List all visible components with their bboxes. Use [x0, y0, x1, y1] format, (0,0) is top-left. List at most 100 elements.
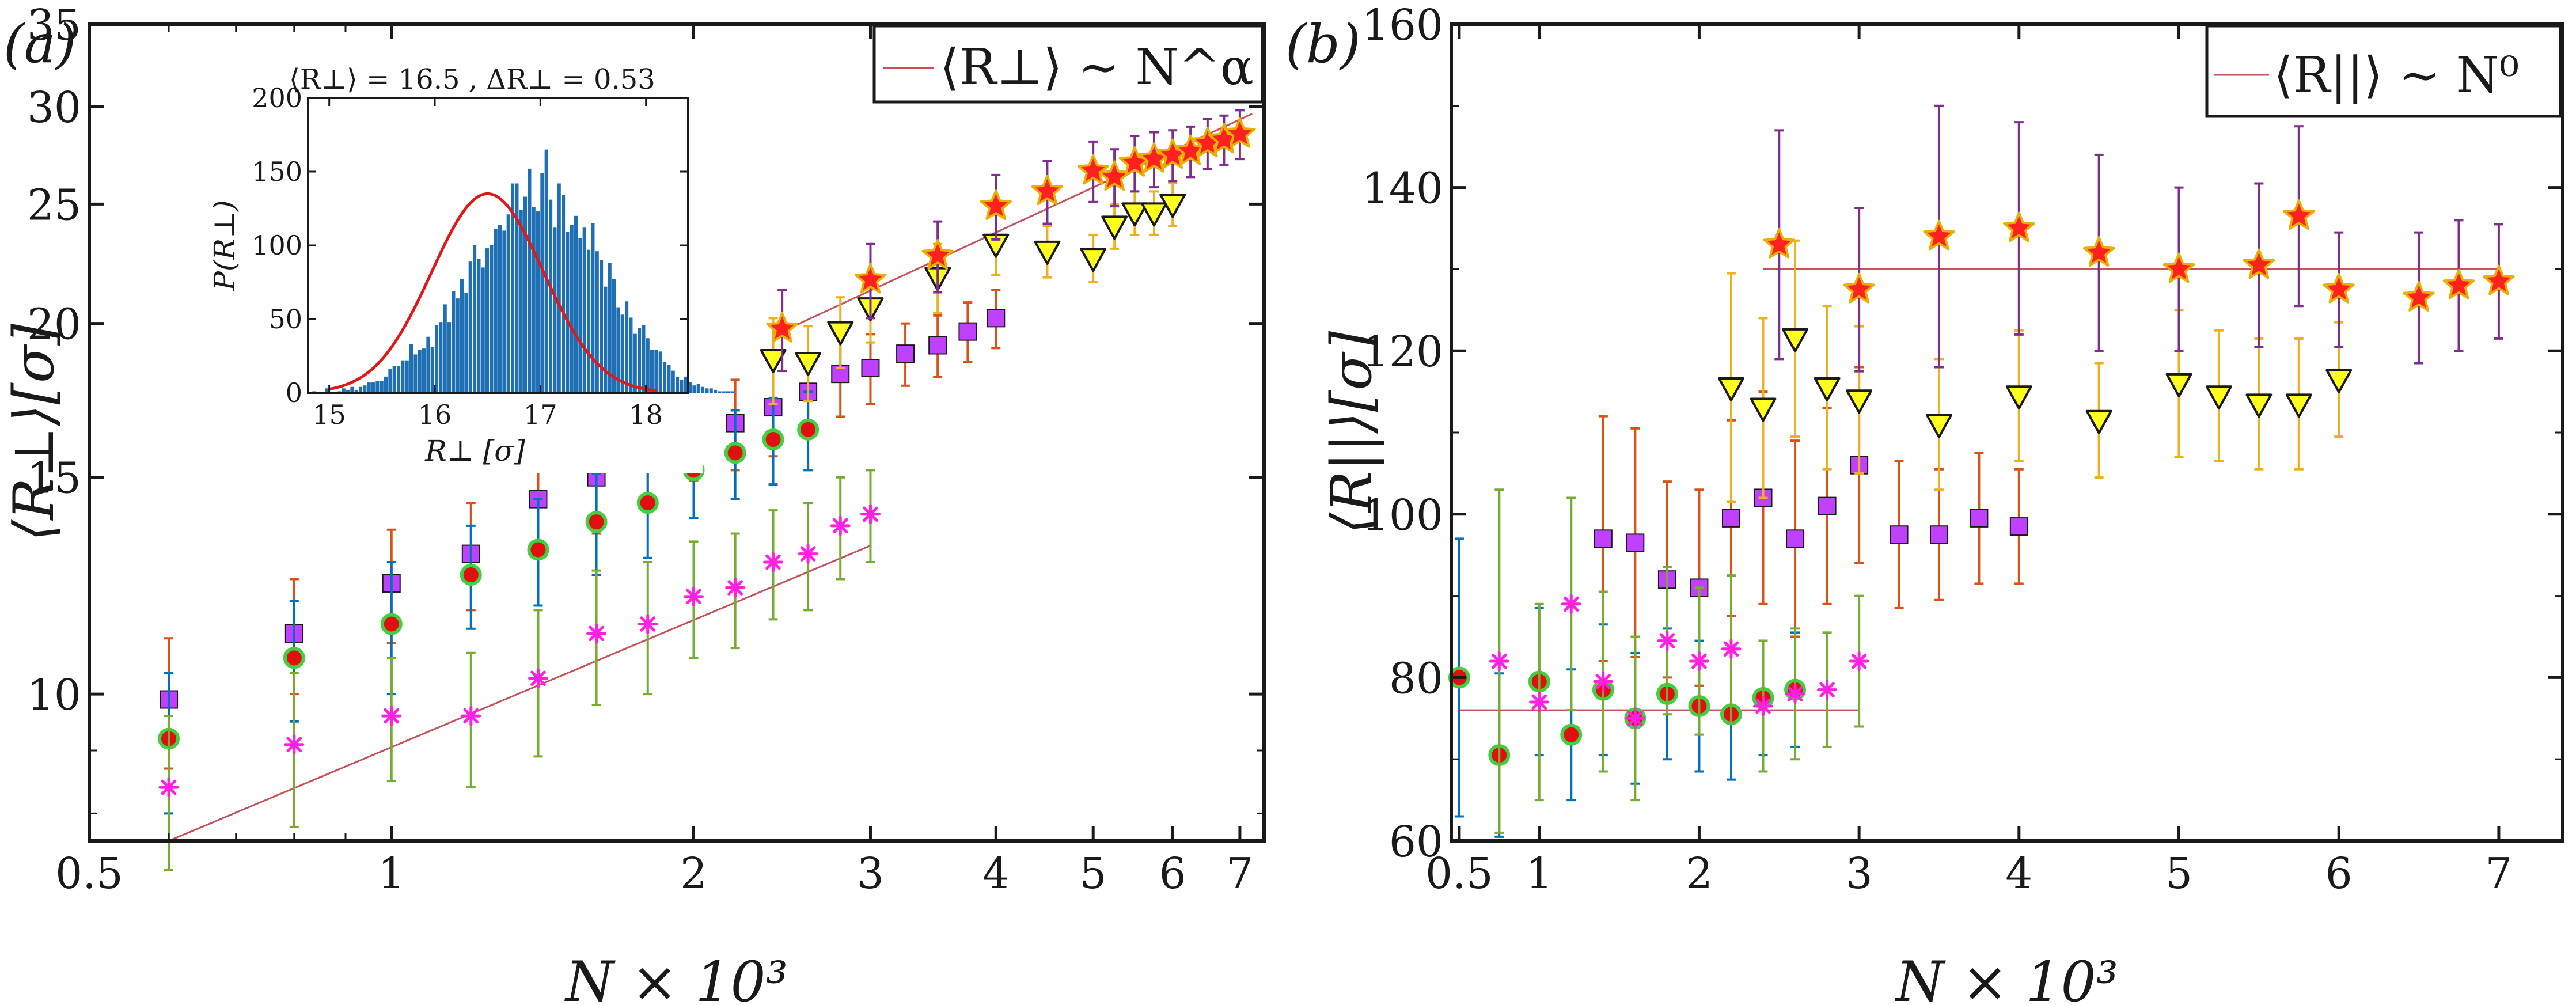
panel-b-legend-label: ⟨R||⟩ ∼ N⁰: [2274, 47, 2519, 104]
data-point: [585, 472, 608, 576]
panel-a-legend: ⟨R⊥⟩ ∼ N^α: [872, 24, 1264, 104]
histogram-bar: [557, 183, 561, 393]
series-asterisks: [158, 469, 881, 871]
panel-a: 0.5 1 2 3 4 5 6 7 10 15 20 25 30 35 ⟨R⊥⟩ ∼ N^α 15 16 17…: [2, 1, 1266, 1005]
data-point: [798, 502, 818, 612]
marker-asterisk: [381, 706, 402, 726]
y-tick-label: 160: [1362, 1, 1443, 50]
histogram-bar: [439, 322, 443, 393]
data-point: [1890, 460, 1909, 609]
fit-line: [168, 545, 871, 842]
marker-triangle: [1159, 194, 1186, 218]
marker-circle: [724, 442, 746, 464]
data-point: [2005, 329, 2032, 462]
data-point: [1626, 427, 1645, 658]
marker-star: [921, 239, 954, 270]
marker-star: [1923, 219, 1955, 251]
histogram-bar: [384, 376, 388, 393]
data-point: [1817, 631, 1838, 748]
y-tick-label: 25: [27, 180, 81, 230]
data-point: [830, 476, 851, 581]
marker-triangle: [1101, 215, 1128, 240]
x-tick-label: 0.5: [55, 849, 123, 898]
histogram-bar: [456, 298, 460, 393]
marker-circle: [460, 563, 482, 586]
data-point: [1489, 488, 1509, 834]
histogram-bar: [663, 362, 667, 393]
marker-square: [958, 322, 977, 341]
marker-circle: [636, 492, 659, 514]
marker-square: [1626, 533, 1645, 552]
data-point: [2163, 186, 2195, 352]
inset-x-tick-label: 16: [418, 399, 452, 430]
panel-b-data: [1448, 104, 2515, 838]
series-triangles: [760, 181, 1186, 405]
panel-a-legend-label: ⟨R⊥⟩ ∼ N^α: [940, 39, 1254, 96]
marker-asterisk: [1529, 692, 1550, 712]
x-tick-label: 0.5: [1425, 849, 1493, 898]
data-point: [2283, 125, 2315, 308]
data-point: [827, 296, 854, 370]
inset-y-tick-label: 150: [252, 156, 302, 187]
marker-triangle: [1034, 240, 1061, 265]
panel-a-axes-frame: [88, 22, 1266, 843]
data-point: [1689, 586, 1709, 736]
histogram-bar: [447, 322, 452, 393]
marker-star: [2442, 268, 2475, 299]
histogram-bar: [392, 366, 396, 393]
marker-circle: [797, 418, 820, 441]
histogram-bar: [342, 388, 346, 393]
data-point: [283, 600, 305, 723]
data-point: [1782, 239, 1809, 438]
x-tick-label: 3: [1846, 849, 1873, 898]
marker-star: [2483, 264, 2515, 295]
y-tick-label: 10: [27, 670, 81, 720]
data-point: [158, 715, 179, 871]
histogram-bar: [722, 391, 726, 393]
y-tick-label: 20: [27, 300, 81, 350]
marker-square: [861, 359, 880, 378]
histogram-bar: [405, 360, 409, 393]
histogram-bar: [494, 229, 498, 393]
histogram-bar: [452, 291, 456, 393]
data-point: [2205, 329, 2232, 462]
data-point: [795, 325, 822, 403]
data-point: [724, 409, 746, 500]
histogram-bar: [418, 350, 422, 393]
data-point: [2085, 362, 2112, 479]
histogram-bar: [430, 347, 434, 393]
inset-y-tick-label: 200: [252, 82, 302, 113]
data-point: [1101, 203, 1128, 250]
data-point: [284, 672, 305, 828]
histogram-bar: [650, 350, 654, 393]
histogram-bar: [574, 215, 578, 393]
data-point: [1750, 317, 1777, 499]
data-point: [2323, 231, 2355, 348]
marker-triangle: [1141, 202, 1168, 227]
histogram-bar: [726, 391, 730, 393]
marker-star: [2163, 252, 2195, 283]
marker-asterisk: [1561, 594, 1581, 615]
data-point: [980, 173, 1012, 241]
marker-square: [896, 344, 915, 363]
data-point: [1121, 190, 1148, 236]
marker-star: [1077, 154, 1109, 185]
histogram-bar: [528, 168, 532, 393]
marker-asterisk: [1753, 696, 1774, 716]
data-point: [921, 220, 954, 294]
histogram-bar: [363, 385, 367, 393]
data-point: [766, 289, 798, 373]
series-circles: [158, 390, 820, 815]
histogram-bar: [633, 333, 637, 393]
histogram-bar: [582, 227, 586, 393]
marker-triangle: [795, 351, 822, 376]
histogram-bar: [443, 304, 447, 393]
data-point: [1923, 104, 1955, 369]
histogram-bar: [468, 261, 472, 393]
inset-x-tick-label: 15: [312, 399, 346, 430]
data-point: [854, 242, 887, 320]
inset-x-axis-label: R⊥ [σ]: [424, 434, 525, 468]
marker-square: [2009, 517, 2028, 536]
marker-circle: [1560, 723, 1583, 746]
data-point: [797, 390, 820, 472]
